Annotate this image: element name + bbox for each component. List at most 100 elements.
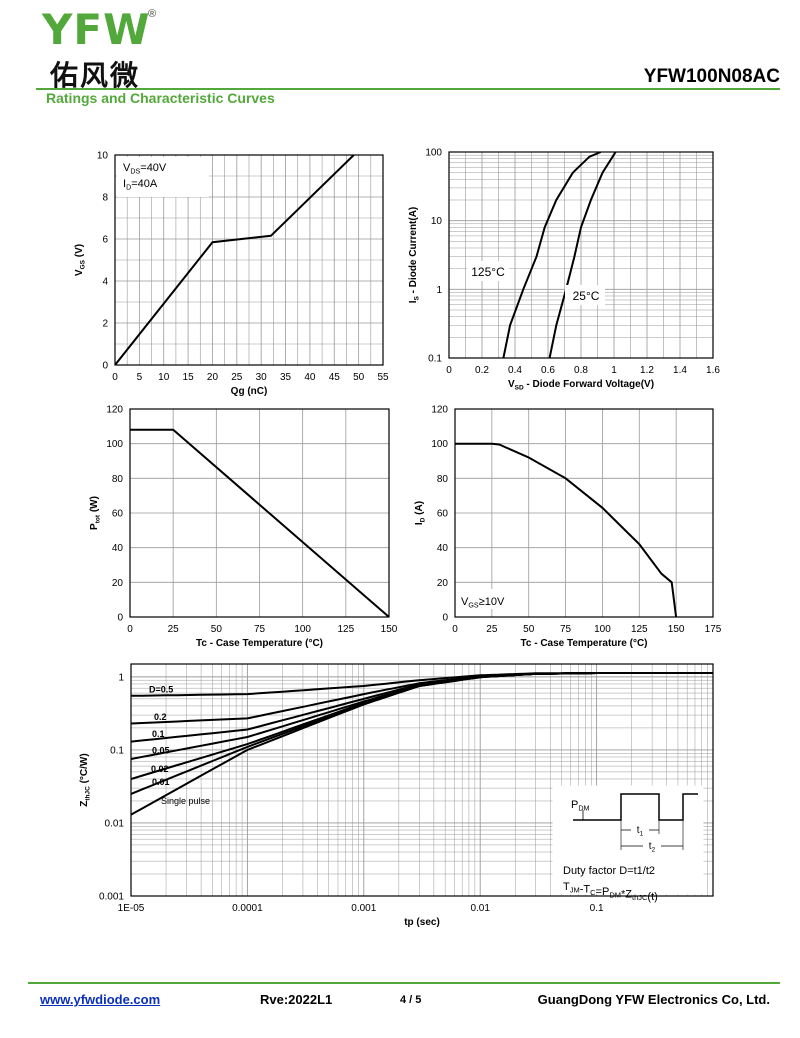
- x-tick-label: 125: [337, 624, 354, 635]
- y-axis-label: ID (A): [414, 501, 427, 525]
- x-tick-label: 0.0001: [232, 903, 263, 914]
- logo-chinese-name: 佑风微: [50, 59, 141, 92]
- y-tick-label: 0.01: [105, 818, 125, 829]
- x-tick-label: 0: [446, 365, 452, 376]
- x-tick-label: 1.4: [673, 365, 687, 376]
- x-axis-label: Tc - Case Temperature (°C): [196, 638, 323, 649]
- y-tick-label: 0: [102, 361, 108, 372]
- plot-frame: [114, 154, 384, 366]
- series-line: [115, 155, 355, 365]
- company-logo: YFW ® 佑风微: [42, 5, 167, 93]
- series-line: [131, 672, 713, 743]
- x-tick-label: 5: [137, 372, 143, 383]
- section-title: Ratings and Characteristic Curves: [46, 90, 275, 106]
- x-tick-label: 35: [280, 372, 292, 383]
- y-axis-label: ZthJC (°C/W): [79, 753, 92, 806]
- company-name: GuangDong YFW Electronics Co, Ltd.: [537, 992, 770, 1007]
- x-tick-label: 175: [705, 624, 722, 635]
- x-tick-label: 10: [158, 372, 170, 383]
- plot-frame: [129, 408, 390, 618]
- x-tick-label: 150: [381, 624, 398, 635]
- y-tick-label: 60: [437, 509, 449, 520]
- y-tick-label: 0.1: [110, 745, 124, 756]
- label-bg: [631, 823, 649, 836]
- series-label: 0.2: [154, 712, 167, 722]
- series-label: 0.02: [151, 764, 169, 774]
- pulse-waveform: [573, 793, 698, 821]
- y-tick-label: 0: [117, 613, 123, 624]
- x-tick-label: 1E-05: [118, 903, 145, 914]
- x-tick-label: 1.2: [640, 365, 654, 376]
- series-line: [131, 672, 713, 816]
- chart-transient-thermal: 1E-05 0.0001 0.001 0.01 0.1 0.001 0.01 0.1 1 tp (…: [79, 663, 714, 928]
- series-line: [130, 428, 389, 617]
- y-tick-label: 80: [437, 474, 449, 485]
- y-tick-label: 120: [106, 405, 123, 416]
- label-bg: [565, 285, 605, 305]
- plot-frame: [454, 408, 714, 618]
- x-axis-label: Tc - Case Temperature (°C): [521, 638, 648, 649]
- x-axis-label: tp (sec): [404, 917, 440, 928]
- x-tick-label: 55: [377, 372, 389, 383]
- x-tick-label: 75: [560, 624, 572, 635]
- revision-label: Rve:2022L1: [260, 992, 333, 1007]
- chart-diode-forward: 0 0.2 0.4 0.6 0.8 1 1.2 1.4 1.6 0.1 1 10 100 VSD - Di…: [408, 148, 720, 392]
- series-label: D=0.5: [149, 685, 173, 695]
- logo-wordmark: YFW: [42, 5, 151, 54]
- y-tick-label: 100: [425, 148, 442, 159]
- x-tick-label: 0.2: [475, 365, 489, 376]
- x-tick-label: 50: [211, 624, 223, 635]
- x-tick-label: 0.6: [541, 365, 555, 376]
- header-divider: [36, 88, 780, 90]
- x-axis-label: Qg (nC): [231, 386, 268, 397]
- x-tick-label: 20: [207, 372, 219, 383]
- x-tick-label: 0.4: [508, 365, 522, 376]
- series-label-25c: 25°C: [573, 289, 600, 303]
- y-tick-label: 120: [431, 405, 448, 416]
- footer-divider: [28, 982, 780, 984]
- x-tick-label: 25: [168, 624, 180, 635]
- x-tick-label: 75: [254, 624, 266, 635]
- x-axis-label: VSD - Diode Forward Voltage(V): [508, 379, 654, 392]
- x-tick-label: 0.1: [590, 903, 604, 914]
- chart-power-derating: 0 25 50 75 100 125 150 0 20 40 60 80 100 120 Tc - Case…: [89, 405, 398, 650]
- x-tick-label: 1: [611, 365, 617, 376]
- x-tick-label: 0: [452, 624, 458, 635]
- plot-frame: [448, 151, 714, 359]
- y-tick-label: 8: [102, 193, 108, 204]
- y-tick-label: 100: [431, 439, 448, 450]
- page-number: 4 / 5: [400, 994, 422, 1006]
- y-tick-label: 6: [102, 235, 108, 246]
- x-tick-label: 0.001: [351, 903, 376, 914]
- x-tick-label: 150: [668, 624, 685, 635]
- inset-pdm-label: PDM: [571, 799, 590, 813]
- y-axis-label: IS - Diode Current(A): [408, 207, 421, 304]
- y-tick-label: 100: [106, 439, 123, 450]
- annotation-vds: VDS=40V: [123, 162, 167, 176]
- y-tick-label: 60: [112, 509, 124, 520]
- y-tick-label: 40: [112, 543, 124, 554]
- x-tick-label: 100: [294, 624, 311, 635]
- series-label: 0.1: [152, 729, 165, 739]
- series-line: [502, 152, 602, 358]
- y-tick-label: 80: [112, 474, 124, 485]
- website-link[interactable]: www.yfwdiode.com: [40, 992, 161, 1007]
- y-tick-label: 1: [118, 672, 124, 683]
- chart-current-derating: 0 25 50 75 100 125 150 175 0 20 40 60 80 100 120 Tc - C…: [414, 405, 722, 650]
- x-tick-label: 0: [127, 624, 133, 635]
- x-tick-label: 50: [353, 372, 365, 383]
- y-tick-label: 0: [442, 613, 448, 624]
- x-tick-label: 0: [112, 372, 118, 383]
- y-tick-label: 1: [436, 285, 442, 296]
- x-tick-label: 15: [183, 372, 195, 383]
- y-axis-label: Ptot (W): [89, 496, 102, 530]
- label-bg: [467, 261, 509, 281]
- inset-legend: [552, 785, 704, 895]
- y-tick-label: 4: [102, 277, 108, 288]
- inset-t2-label: t2: [649, 841, 656, 854]
- x-tick-label: 40: [304, 372, 316, 383]
- series-line: [548, 152, 617, 358]
- x-tick-label: 100: [594, 624, 611, 635]
- y-tick-label: 20: [437, 578, 449, 589]
- x-tick-label: 1.6: [706, 365, 720, 376]
